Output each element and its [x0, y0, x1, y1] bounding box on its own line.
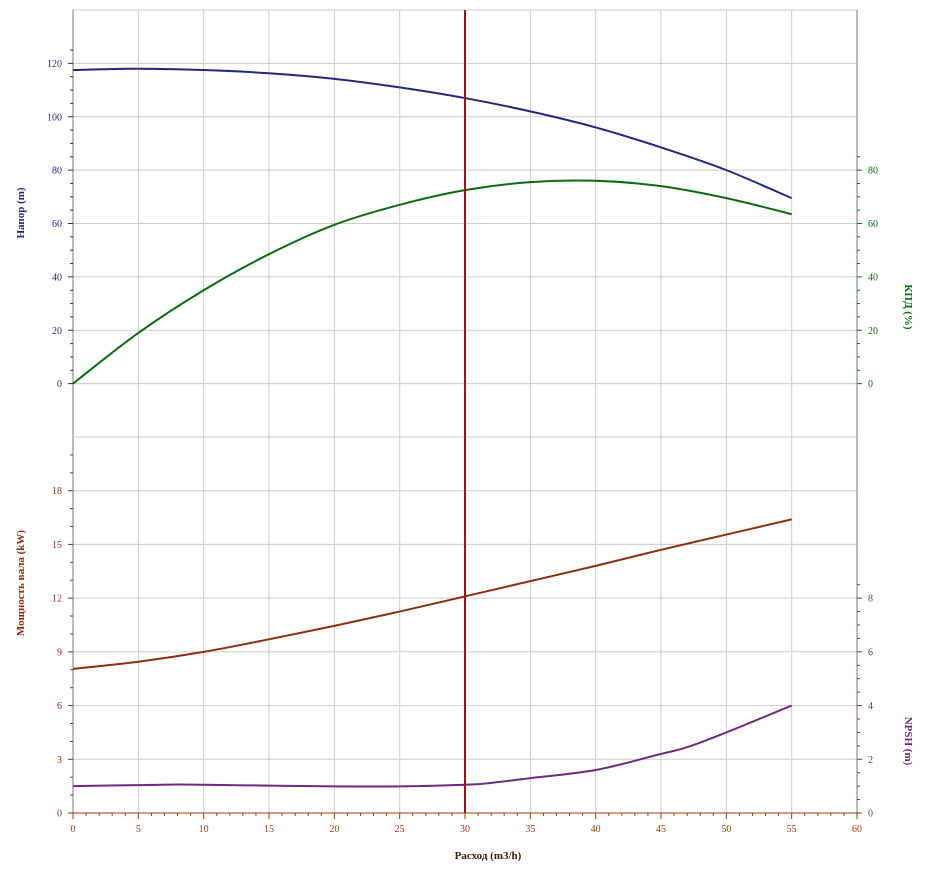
x-tick-label: 25	[395, 824, 405, 835]
head-axis-tick-label: 100	[47, 112, 62, 123]
npsh-axis-title: NPSH (m)	[902, 717, 914, 766]
npsh-curve	[72, 704, 793, 788]
x-axis-title: Расход (m3/h)	[455, 850, 522, 862]
power-axis-tick-label: 18	[52, 486, 62, 497]
efficiency-axis-tick-label: 80	[868, 166, 878, 177]
x-tick-label: 60	[852, 824, 862, 835]
x-tick-label: 45	[656, 824, 666, 835]
head-curve	[72, 67, 793, 200]
x-tick-label: 10	[199, 824, 209, 835]
x-tick-label: 15	[264, 824, 274, 835]
power-axis-tick-label: 0	[57, 809, 62, 820]
series	[72, 10, 793, 813]
efficiency-curve	[72, 179, 792, 385]
x-tick-label: 30	[460, 824, 470, 835]
x-tick-label: 55	[787, 824, 797, 835]
labels: 0 5 10 15 20 25 30 35 40 45 50 55 600204060801001200…	[15, 59, 914, 862]
npsh-axis-tick-label: 4	[868, 701, 873, 712]
head-axis-tick-label: 120	[47, 59, 62, 70]
x-tick-label: 35	[525, 824, 535, 835]
head-axis-tick-label: 20	[52, 326, 62, 337]
npsh-axis-tick-label: 6	[868, 647, 873, 658]
power-axis-title: Мощность вала (kW)	[15, 530, 27, 636]
power-curve	[72, 518, 792, 670]
x-tick-label: 40	[591, 824, 601, 835]
power-axis-tick-label: 3	[57, 755, 62, 766]
power-axis-tick-label: 9	[57, 647, 62, 658]
head-axis-title: Напор (m)	[15, 187, 27, 238]
efficiency-axis-title: КПД (%)	[902, 284, 914, 330]
npsh-axis-tick-label: 2	[868, 755, 873, 766]
efficiency-axis-tick-label: 40	[868, 272, 878, 283]
head-axis-tick-label: 60	[52, 219, 62, 230]
x-tick-label: 0	[71, 824, 76, 835]
power-axis-tick-label: 15	[52, 540, 62, 551]
head-axis-tick-label: 80	[52, 166, 62, 177]
npsh-axis-tick-label: 0	[868, 809, 873, 820]
efficiency-axis-tick-label: 0	[868, 379, 873, 390]
head-axis-tick-label: 40	[52, 272, 62, 283]
npsh-axis-tick-label: 8	[868, 594, 873, 605]
power-axis-tick-label: 12	[52, 594, 62, 605]
x-tick-label: 50	[721, 824, 731, 835]
x-tick-label: 20	[329, 824, 339, 835]
efficiency-axis-tick-label: 20	[868, 326, 878, 337]
head-axis-tick-label: 0	[57, 379, 62, 390]
power-axis-tick-label: 6	[57, 701, 62, 712]
x-tick-label: 5	[136, 824, 141, 835]
efficiency-axis-tick-label: 60	[868, 219, 878, 230]
